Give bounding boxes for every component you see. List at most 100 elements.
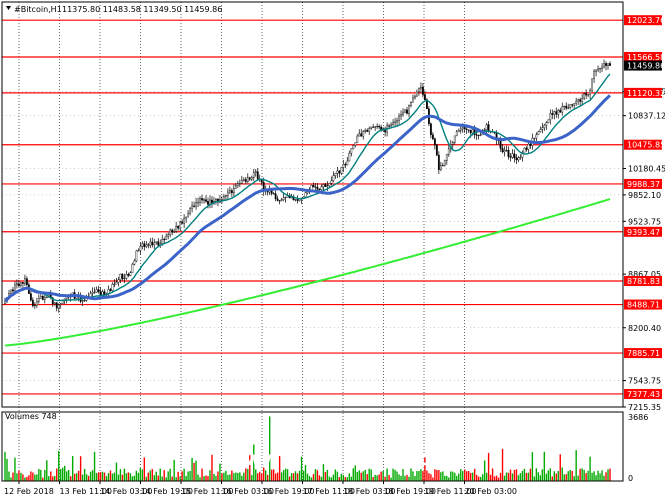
- candle-body: [181, 221, 184, 224]
- candle-body: [22, 282, 24, 284]
- candle-body: [250, 177, 253, 180]
- candle-body: [165, 235, 168, 240]
- candle-body: [501, 148, 504, 153]
- candle-body: [418, 87, 420, 93]
- moving-averages: [4, 73, 612, 347]
- candle-body: [517, 157, 520, 161]
- candle-body: [326, 185, 329, 187]
- watermark: www.instaforex.com: [244, 448, 463, 470]
- candle-body: [344, 164, 347, 166]
- candle-body: [149, 241, 152, 246]
- candle-body: [352, 145, 355, 150]
- candle-body: [539, 129, 542, 133]
- candle-body: [280, 199, 283, 201]
- candle-body: [356, 135, 359, 143]
- candle-body: [330, 180, 333, 184]
- candle-body: [53, 302, 56, 305]
- candle-body: [43, 296, 46, 300]
- candle-body: [467, 129, 470, 131]
- level-price-label: 8781.83: [627, 277, 660, 286]
- candle-body: [234, 185, 237, 189]
- candle-body: [376, 126, 379, 128]
- candle-body: [525, 147, 528, 150]
- time-tick-label: 19 Feb 11:00: [424, 487, 476, 496]
- candle-body: [4, 300, 6, 304]
- volume-bars: [4, 416, 611, 481]
- candle-body: [254, 171, 257, 174]
- candle-body: [431, 134, 434, 139]
- candle-body: [362, 131, 365, 137]
- candle-body: [296, 199, 299, 201]
- candle-body: [521, 151, 524, 158]
- price-tick-label: 8867.05: [628, 270, 661, 279]
- candle-body: [398, 115, 400, 121]
- candle-body: [475, 134, 478, 136]
- candle-body: [131, 264, 134, 273]
- candle-body: [412, 97, 414, 103]
- candle-body: [310, 184, 313, 191]
- candle-body: [205, 199, 207, 202]
- symbol-dropdown-icon[interactable]: [6, 6, 11, 10]
- candle-body: [575, 100, 578, 104]
- candle-body: [167, 234, 170, 237]
- candle-body: [463, 127, 466, 130]
- candle-body: [197, 202, 199, 204]
- candle-body: [115, 281, 118, 285]
- candle-body: [422, 86, 424, 95]
- candle-body: [587, 94, 590, 96]
- candle-body: [137, 250, 140, 252]
- candle-body: [123, 278, 126, 280]
- candle-body: [240, 179, 243, 184]
- candle-body: [511, 153, 514, 158]
- candle-body: [360, 133, 363, 137]
- candle-body: [589, 90, 591, 95]
- candle-body: [191, 205, 193, 209]
- candle-body: [207, 201, 209, 205]
- candle-body: [447, 148, 450, 155]
- candle-body: [426, 99, 428, 110]
- candle-body: [51, 297, 54, 305]
- candle-body: [201, 198, 203, 201]
- candle-body: [591, 78, 593, 91]
- time-tick-label: 15 Feb 11:00: [181, 487, 233, 496]
- price-tick-label: 9852.10: [628, 191, 661, 200]
- candle-body: [91, 291, 94, 294]
- candle-body: [593, 71, 595, 80]
- price-tick-label: 9523.75: [628, 217, 661, 226]
- volumes-label: Volumes 748: [5, 412, 57, 421]
- candle-body: [127, 274, 130, 276]
- level-price-box: [624, 275, 662, 286]
- candle-body: [20, 282, 22, 286]
- candle-body: [230, 190, 233, 194]
- candle-body: [143, 243, 146, 247]
- candle-body: [561, 106, 564, 113]
- candle-body: [420, 86, 422, 89]
- volume-max-label: 3686: [628, 413, 648, 422]
- level-price-box: [624, 348, 662, 359]
- candle-body: [445, 154, 448, 161]
- level-price-label: 8488.71: [627, 301, 660, 310]
- candle-body: [479, 134, 482, 136]
- volume-zero-label: 0: [628, 474, 633, 483]
- candle-body: [12, 289, 14, 292]
- candle-body: [340, 167, 343, 174]
- candle-body: [366, 130, 369, 132]
- candle-body: [609, 63, 611, 66]
- level-price-label: 11120.32: [627, 89, 665, 98]
- price-tick-label: 10180.45: [628, 164, 665, 173]
- candle-body: [505, 149, 508, 151]
- candle-body: [99, 291, 102, 296]
- candle-body: [320, 186, 323, 190]
- level-price-box: [624, 388, 662, 399]
- candle-body: [406, 109, 408, 114]
- candle-body: [155, 241, 158, 244]
- time-tick-label: 14 Feb 03:00: [100, 487, 152, 496]
- candle-body: [334, 173, 337, 176]
- candle-body: [507, 149, 510, 157]
- candle-body: [24, 278, 26, 284]
- candle-body: [579, 99, 582, 102]
- candle-body: [238, 183, 241, 185]
- candle-body: [400, 114, 402, 117]
